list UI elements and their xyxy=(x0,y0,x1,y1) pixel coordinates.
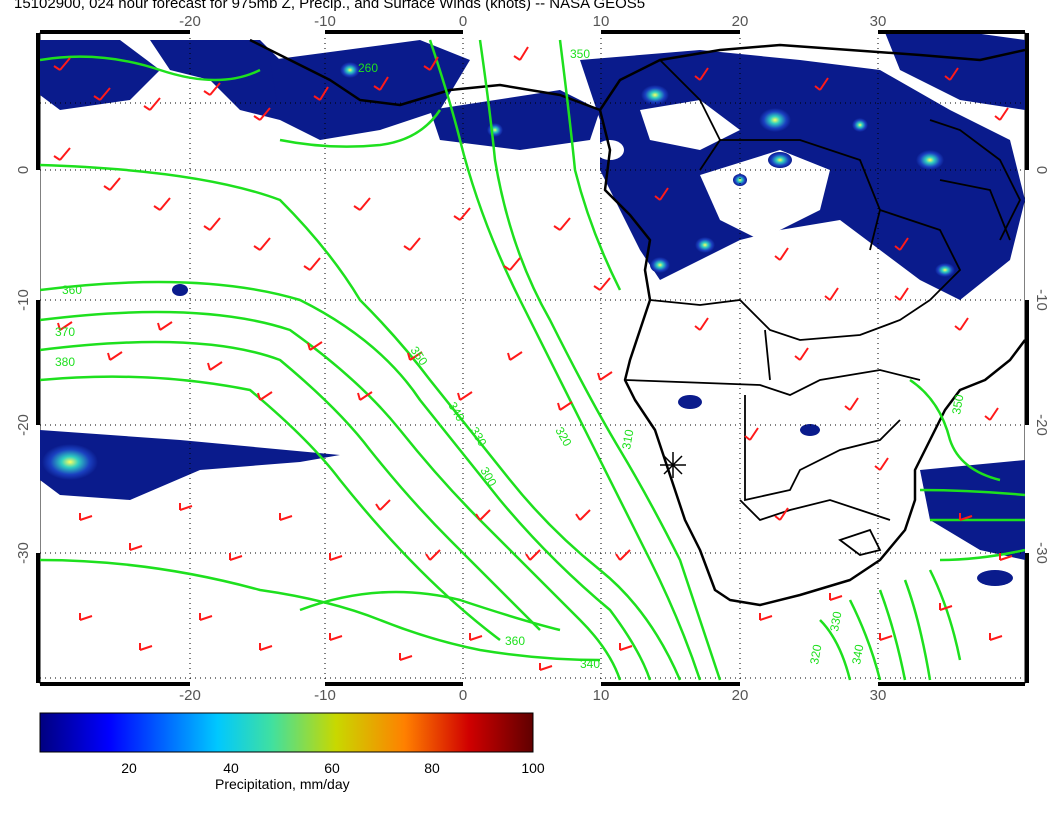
contour-label: 370 xyxy=(55,325,75,339)
colorbar: 20 40 60 80 100 xyxy=(39,712,545,776)
colorbar-tick: 100 xyxy=(521,760,545,776)
contour-label: 340 xyxy=(580,657,600,671)
lon-tick-top: 20 xyxy=(732,13,749,30)
lon-tick-bottom: -10 xyxy=(314,687,336,700)
lon-tick-top: 30 xyxy=(870,13,887,30)
lon-tick-top: -20 xyxy=(179,13,201,30)
contour-label: 260 xyxy=(358,61,378,75)
lon-tick-bottom: 20 xyxy=(732,687,749,700)
lat-tick-right: -10 xyxy=(1033,289,1050,311)
colorbar-tick: 20 xyxy=(121,760,137,776)
lat-tick-left: 0 xyxy=(15,166,32,174)
contour-label: 310 xyxy=(619,428,636,450)
colorbar-tick: 60 xyxy=(324,760,340,776)
contour-label: 360 xyxy=(62,283,82,297)
colorbar-label: Precipitation, mm/day xyxy=(215,776,350,792)
precip-maxima xyxy=(42,62,955,480)
lon-tick-top: 0 xyxy=(459,13,467,30)
lon-tick-bottom: 10 xyxy=(593,687,610,700)
colorbar-tick: 40 xyxy=(223,760,239,776)
lon-tick-top: -10 xyxy=(314,13,336,30)
contour-label: 320 xyxy=(807,643,824,665)
wind-barbs xyxy=(53,46,1013,671)
lon-tick-top: 10 xyxy=(593,13,610,30)
station-marker-icon xyxy=(660,452,686,478)
map-title: 15102900, 024 hour forecast for 975mb Z,… xyxy=(14,0,646,12)
forecast-map: 360 370 380 350 340 330 320 310 300 260 … xyxy=(15,13,1050,700)
contour-label: 330 xyxy=(827,610,844,632)
lon-tick-bottom: -20 xyxy=(179,687,201,700)
lat-tick-right: 0 xyxy=(1033,166,1050,174)
contour-label: 340 xyxy=(849,643,866,665)
colorbar-gradient xyxy=(39,712,534,753)
lat-tick-left: -20 xyxy=(15,414,32,436)
borders xyxy=(624,59,1022,556)
lat-tick-left: -30 xyxy=(15,542,32,564)
lon-tick-bottom: 0 xyxy=(459,687,467,700)
lat-tick-left: -10 xyxy=(15,289,32,311)
contour-label: 380 xyxy=(55,355,75,369)
lat-tick-right: -30 xyxy=(1033,542,1050,564)
contour-label: 350 xyxy=(570,47,590,61)
lat-tick-right: -20 xyxy=(1033,414,1050,436)
coastlines xyxy=(249,38,1025,607)
contour-label: 360 xyxy=(505,634,525,648)
colorbar-tick: 80 xyxy=(424,760,440,776)
height-contours xyxy=(40,39,1025,681)
contour-label: 350 xyxy=(949,393,966,415)
lon-tick-bottom: 30 xyxy=(870,687,887,700)
